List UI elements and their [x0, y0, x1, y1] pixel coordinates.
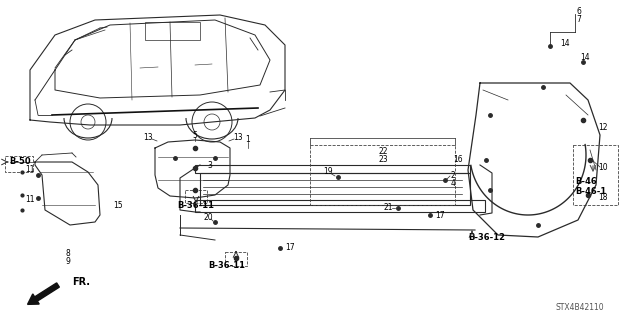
Bar: [573, 145, 618, 205]
Text: STX4B42110: STX4B42110: [555, 303, 604, 313]
Text: 21: 21: [383, 204, 393, 212]
Text: 22: 22: [378, 147, 388, 157]
Text: 8: 8: [66, 249, 70, 257]
Text: 9: 9: [65, 256, 70, 265]
Bar: [200, 173, 470, 205]
Text: 4: 4: [451, 179, 456, 188]
Text: B-36-12: B-36-12: [468, 234, 505, 242]
Text: 5: 5: [193, 130, 197, 139]
Text: 1: 1: [246, 136, 250, 145]
Text: 2: 2: [451, 170, 456, 180]
Text: 14: 14: [580, 54, 590, 63]
Text: 15: 15: [113, 201, 123, 210]
Text: B-36-11: B-36-11: [177, 201, 214, 210]
Text: 17: 17: [285, 243, 295, 253]
Text: 19: 19: [323, 167, 333, 176]
Text: 16: 16: [453, 155, 463, 165]
Text: 7: 7: [577, 16, 581, 25]
Bar: [310, 145, 455, 205]
Text: 6: 6: [577, 8, 581, 17]
Text: 11: 11: [25, 196, 35, 204]
Bar: [145, 22, 200, 40]
Text: 20: 20: [203, 213, 213, 222]
Bar: [185, 190, 207, 203]
FancyArrow shape: [28, 283, 60, 304]
Bar: [195, 200, 485, 212]
Text: 10: 10: [598, 162, 608, 172]
Text: 23: 23: [378, 155, 388, 165]
Text: 14: 14: [560, 40, 570, 48]
Text: 17: 17: [435, 211, 445, 219]
Text: B-36-11: B-36-11: [208, 262, 245, 271]
Text: FR.: FR.: [72, 277, 90, 287]
Text: 11: 11: [25, 166, 35, 174]
Text: 3: 3: [207, 160, 212, 169]
Text: B-50: B-50: [9, 158, 31, 167]
Text: 13: 13: [233, 133, 243, 143]
Text: 12: 12: [598, 122, 608, 131]
Text: B-46-1: B-46-1: [575, 188, 606, 197]
Bar: [5, 156, 33, 172]
Text: 13: 13: [143, 133, 153, 143]
Bar: [225, 252, 247, 266]
Text: B-46: B-46: [575, 177, 596, 187]
Text: 18: 18: [598, 192, 608, 202]
Bar: [195, 165, 470, 173]
